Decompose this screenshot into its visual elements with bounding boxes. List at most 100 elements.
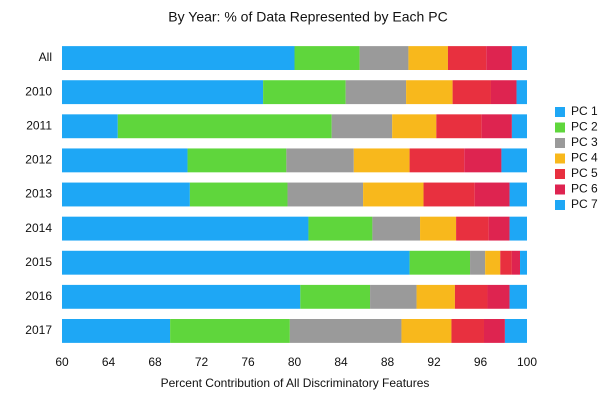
y-tick-label: 2015 <box>25 255 52 269</box>
x-tick-label: 60 <box>55 355 69 369</box>
bar-segment <box>62 114 118 139</box>
bar-segment <box>464 148 502 173</box>
bar-segment <box>409 250 471 275</box>
bar-segment <box>481 114 512 139</box>
bar-segment <box>62 284 301 309</box>
y-tick-label: 2014 <box>25 221 52 235</box>
y-tick-label: 2016 <box>25 289 52 303</box>
bar-segment <box>331 114 393 139</box>
bar-segment <box>300 284 371 309</box>
bar-segment <box>370 284 417 309</box>
bar-segment <box>62 182 190 207</box>
bar-segment <box>62 46 295 70</box>
legend-swatch <box>555 169 565 179</box>
bar-segment <box>486 46 512 70</box>
bar-segment <box>62 148 188 173</box>
x-tick-label: 64 <box>102 355 116 369</box>
bar-segment <box>345 80 407 105</box>
legend-label: PC 4 <box>571 151 598 165</box>
bar-segment <box>511 46 527 70</box>
x-tick-label: 96 <box>474 355 488 369</box>
legend-swatch <box>555 122 565 133</box>
legend-label: PC 7 <box>571 197 598 211</box>
legend-swatch <box>555 138 565 148</box>
legend-swatch <box>555 200 565 210</box>
chart-title: By Year: % of Data Represented by Each P… <box>168 9 447 25</box>
y-tick-label: All <box>39 50 52 64</box>
bar-segment <box>470 250 486 275</box>
bar-segment <box>353 148 410 173</box>
bar-segment <box>416 284 455 309</box>
bar-segment <box>287 182 364 207</box>
legend-swatch <box>555 184 565 195</box>
legend-label: PC 5 <box>571 166 598 180</box>
bar-segment <box>423 182 475 207</box>
bar-segment <box>447 46 487 70</box>
bar-segment <box>509 182 527 207</box>
x-tick-label: 72 <box>195 355 209 369</box>
bar-segment <box>504 319 527 343</box>
y-tick-label: 2010 <box>25 84 52 98</box>
bar-segment <box>170 319 290 343</box>
x-tick-label: 76 <box>241 355 255 369</box>
x-axis-label: Percent Contribution of All Discriminato… <box>161 376 430 390</box>
bar-segment <box>289 319 402 343</box>
bar-segment <box>436 114 482 139</box>
bar-segment <box>62 80 264 105</box>
bar-segment <box>406 80 453 105</box>
bar-segment <box>62 319 171 343</box>
bar-segment <box>488 216 510 241</box>
bar-segment <box>487 284 510 309</box>
legend-label: PC 1 <box>571 104 598 118</box>
bar-segment <box>509 284 527 309</box>
legend-swatch <box>555 153 565 164</box>
x-tick-label: 100 <box>517 355 537 369</box>
y-tick-label: 2017 <box>25 323 52 337</box>
bar-segment <box>511 250 521 275</box>
bar-segment <box>490 80 517 105</box>
bar-segment <box>401 319 452 343</box>
bar-segment <box>511 114 527 139</box>
bar-segment <box>409 148 465 173</box>
legend-swatch <box>555 107 565 117</box>
bar-segment <box>62 250 410 275</box>
bar-segment <box>263 80 346 105</box>
bar-segment <box>485 250 501 275</box>
bar-segment <box>516 80 527 105</box>
bar-segment <box>308 216 373 241</box>
legend-label: PC 3 <box>571 135 598 149</box>
x-tick-label: 68 <box>148 355 162 369</box>
y-tick-label: 2012 <box>25 153 52 167</box>
bar-segment <box>187 148 287 173</box>
y-tick-label: 2013 <box>25 187 52 201</box>
x-tick-label: 80 <box>288 355 302 369</box>
bar-segment <box>392 114 437 139</box>
bar-segment <box>189 182 288 207</box>
legend-label: PC 2 <box>571 120 598 134</box>
bar-segment <box>501 148 527 173</box>
bar-segment <box>372 216 421 241</box>
bar-segment <box>62 216 309 241</box>
bar-segment <box>452 80 491 105</box>
bar-segment <box>117 114 332 139</box>
y-tick-label: 2011 <box>26 118 52 132</box>
legend-label: PC 6 <box>571 182 598 196</box>
x-tick-label: 84 <box>334 355 348 369</box>
x-tick-label: 92 <box>427 355 441 369</box>
bar-segment <box>359 46 409 70</box>
bar-segment <box>509 216 527 241</box>
bar-segment <box>483 319 505 343</box>
bar-segment <box>408 46 448 70</box>
bar-segment <box>454 284 488 309</box>
bar-segment <box>500 250 512 275</box>
bar-segment <box>451 319 484 343</box>
bar-segment <box>474 182 510 207</box>
bar-segment <box>363 182 424 207</box>
x-tick-label: 88 <box>381 355 395 369</box>
bar-segment <box>286 148 354 173</box>
bar-segment <box>294 46 360 70</box>
bar-segment <box>420 216 457 241</box>
bar-segment <box>456 216 489 241</box>
bar-segment <box>520 250 527 275</box>
